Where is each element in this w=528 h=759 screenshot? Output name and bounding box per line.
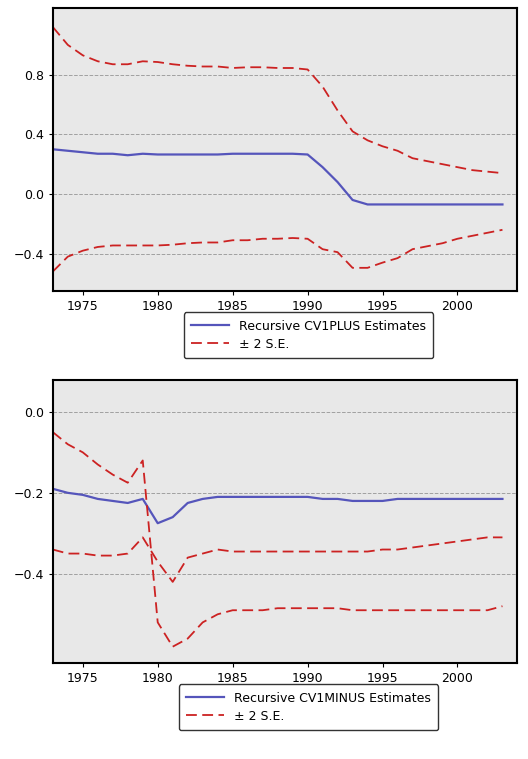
Legend: Recursive CV1MINUS Estimates, ± 2 S.E.: Recursive CV1MINUS Estimates, ± 2 S.E.: [178, 684, 438, 730]
Legend: Recursive CV1PLUS Estimates, ± 2 S.E.: Recursive CV1PLUS Estimates, ± 2 S.E.: [184, 312, 433, 358]
